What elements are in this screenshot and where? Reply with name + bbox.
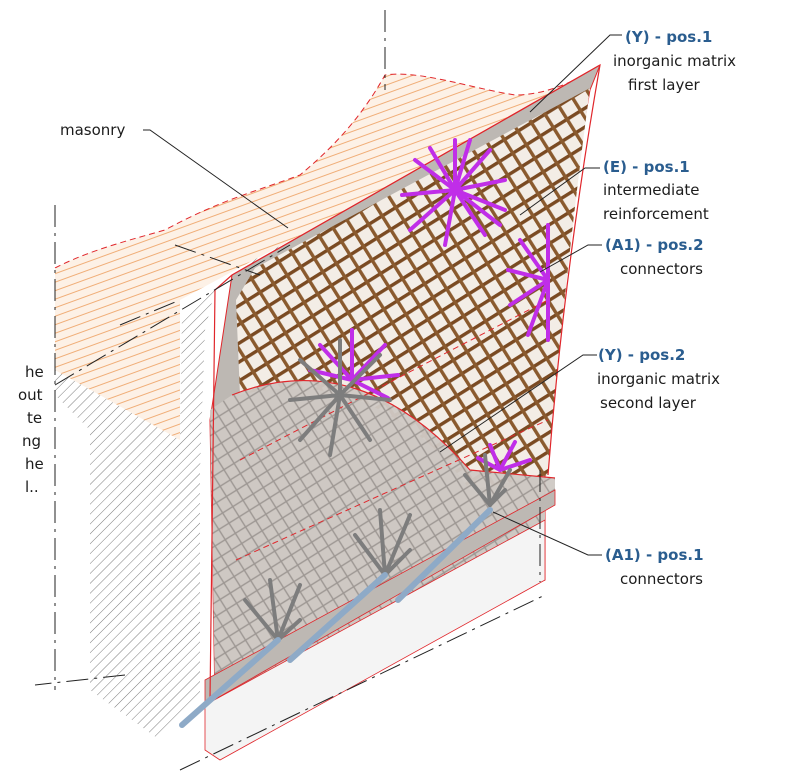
label-e-pos1-code: (E) - pos.1 <box>603 158 690 176</box>
label-e-pos1-line1: intermediate <box>603 181 700 199</box>
ledge-base <box>204 519 546 761</box>
magenta-connector-fan-3 <box>308 328 400 400</box>
connector-rods <box>179 507 493 728</box>
masonry-top-surface <box>55 65 600 340</box>
magenta-connector-fan-2 <box>506 223 550 342</box>
cropped-text-5: he <box>25 455 44 473</box>
inner-dash-2 <box>235 419 549 561</box>
label-e-pos1-line2: reinforcement <box>603 205 709 223</box>
label-y-pos1-line2: first layer <box>628 76 701 94</box>
ledge-top <box>204 489 556 706</box>
magenta-connector-fan-1 <box>400 138 507 247</box>
label-y-pos1-code: (Y) - pos.1 <box>625 28 712 46</box>
axis-diagonal-mid <box>119 299 181 326</box>
label-y-pos2-code: (Y) - pos.2 <box>598 346 685 364</box>
leader-e-pos1 <box>519 167 600 216</box>
leader-a1-pos1 <box>492 511 602 556</box>
label-y-pos2-line1: inorganic matrix <box>597 370 720 388</box>
inner-dash-1 <box>239 299 549 461</box>
grey-connector-fan-3 <box>353 508 412 577</box>
leader-a1-pos2 <box>539 244 602 273</box>
axis-diagonal-upper <box>54 244 291 386</box>
label-a1-pos1-line1: connectors <box>620 570 703 588</box>
grey-connector-fan-4 <box>463 453 512 507</box>
label-y-pos2-line2: second layer <box>600 394 697 412</box>
cropped-text-6: l.. <box>25 478 39 496</box>
label-masonry: masonry <box>60 121 125 139</box>
masonry-pillar-cut <box>90 430 200 720</box>
magenta-connector-fan-4 <box>476 440 532 472</box>
cropped-text-2: out <box>18 386 43 404</box>
axis-diagonal-lower <box>34 674 126 686</box>
axis-bottom <box>179 594 546 771</box>
label-a1-pos1-code: (A1) - pos.1 <box>605 546 704 564</box>
grey-connector-fan-2 <box>243 578 302 642</box>
second-layer-edge <box>231 380 556 479</box>
cropped-text-3: te <box>27 409 42 427</box>
label-a1-pos2-code: (A1) - pos.2 <box>605 236 704 254</box>
axis-corner <box>174 244 261 276</box>
leader-y-pos1 <box>529 34 622 113</box>
label-y-pos1-line1: inorganic matrix <box>613 52 736 70</box>
masonry-top-edge <box>54 64 601 269</box>
grey-connector-fan-1 <box>288 338 392 457</box>
label-a1-pos2-line1: connectors <box>620 260 703 278</box>
cropped-text-4: ng <box>22 432 41 450</box>
cropped-text-1: he <box>25 363 44 381</box>
wall-outline-top <box>231 64 601 276</box>
leader-y-pos2 <box>439 354 597 453</box>
leader-masonry <box>143 129 289 229</box>
